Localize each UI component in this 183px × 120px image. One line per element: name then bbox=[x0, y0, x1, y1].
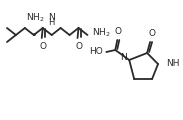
Text: O: O bbox=[75, 42, 82, 51]
Text: O: O bbox=[149, 29, 156, 38]
Text: NH$_2$: NH$_2$ bbox=[92, 27, 111, 39]
Text: NH$_2$: NH$_2$ bbox=[27, 12, 45, 24]
Text: H: H bbox=[48, 18, 55, 27]
Text: N: N bbox=[120, 54, 127, 63]
Text: O: O bbox=[39, 42, 46, 51]
Text: NH: NH bbox=[166, 60, 180, 69]
Text: HO: HO bbox=[89, 48, 102, 57]
Text: N: N bbox=[48, 13, 55, 22]
Text: O: O bbox=[115, 27, 122, 36]
